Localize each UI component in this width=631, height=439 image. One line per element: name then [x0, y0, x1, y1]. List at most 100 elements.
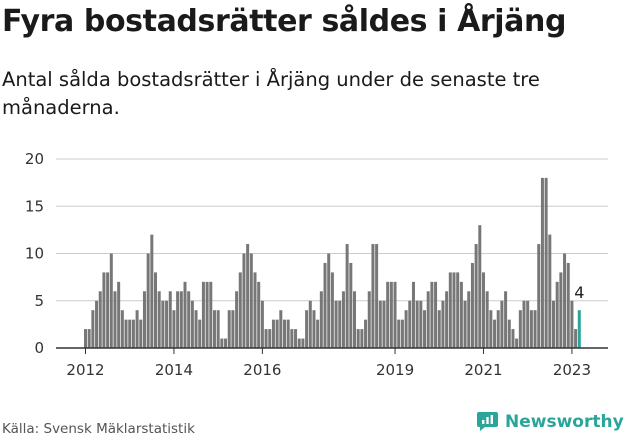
- bar: [157, 291, 161, 348]
- bar: [282, 319, 286, 348]
- y-tick-label: 15: [25, 197, 44, 215]
- bar: [109, 253, 113, 348]
- bar: [176, 291, 180, 348]
- bar: [389, 281, 393, 348]
- bar: [445, 291, 449, 348]
- bar: [271, 319, 275, 348]
- bar: [190, 300, 194, 348]
- bar: [448, 272, 452, 348]
- bar: [98, 291, 102, 348]
- bar: [106, 272, 110, 348]
- bar: [570, 300, 574, 348]
- bar: [205, 281, 209, 348]
- bar: [117, 281, 121, 348]
- bar: [168, 291, 172, 348]
- bar: [437, 310, 441, 348]
- bar: [452, 272, 456, 348]
- bar: [364, 319, 368, 348]
- bar: [323, 262, 327, 348]
- bar: [124, 319, 128, 348]
- bar: [544, 177, 548, 348]
- value-annotation: 4: [574, 283, 584, 302]
- brand-logo: Newsworthy: [476, 410, 624, 433]
- x-axis: [56, 347, 608, 354]
- bar: [128, 319, 132, 348]
- bar: [467, 291, 471, 348]
- bar: [209, 281, 213, 348]
- bar: [375, 244, 379, 348]
- bar: [533, 310, 537, 348]
- bar: [485, 291, 489, 348]
- bar: [470, 262, 474, 348]
- bars: [84, 177, 581, 348]
- bar: [563, 253, 567, 348]
- bar: [434, 281, 438, 348]
- bar: [224, 338, 228, 348]
- bar: [345, 244, 349, 348]
- bar: [504, 291, 508, 348]
- bar: [459, 281, 463, 348]
- bar: [183, 281, 187, 348]
- bar: [198, 319, 202, 348]
- bar: [297, 338, 301, 348]
- bar: [95, 300, 99, 348]
- bar: [231, 310, 235, 348]
- bar: [257, 281, 261, 348]
- bar: [397, 319, 401, 348]
- bar: [142, 291, 146, 348]
- bar: [507, 319, 511, 348]
- bar: [246, 244, 250, 348]
- bar-chart-logo-icon: [477, 412, 498, 431]
- bar: [165, 300, 169, 348]
- bar: [305, 310, 309, 348]
- bar: [356, 329, 360, 348]
- bar: [212, 310, 216, 348]
- source-note: Källa: Svensk Mäklarstatistik: [2, 421, 195, 437]
- bar: [500, 300, 504, 348]
- bar: [574, 329, 578, 348]
- bar: [423, 310, 427, 348]
- bar: [341, 291, 345, 348]
- x-tick-label: 2016: [243, 361, 281, 379]
- x-tick-label: 2021: [464, 361, 502, 379]
- bar: [404, 310, 408, 348]
- bar: [275, 319, 279, 348]
- bar: [102, 272, 106, 348]
- bar: [537, 244, 541, 348]
- bar: [411, 281, 415, 348]
- bar: [146, 253, 150, 348]
- bar: [378, 300, 382, 348]
- bar: [419, 300, 423, 348]
- y-tick-label: 5: [34, 292, 44, 310]
- bar: [113, 291, 117, 348]
- x-tick-label: 2012: [66, 361, 104, 379]
- bar: [566, 262, 570, 348]
- bar: [216, 310, 220, 348]
- bar: [540, 177, 544, 348]
- bar: [220, 338, 224, 348]
- y-tick-label: 20: [25, 150, 44, 168]
- bar: [478, 225, 482, 348]
- bar: [430, 281, 434, 348]
- bar: [120, 310, 124, 348]
- bar: [529, 310, 533, 348]
- bar: [249, 253, 253, 348]
- bar: [415, 300, 419, 348]
- bar: [386, 281, 390, 348]
- bar: [84, 329, 87, 348]
- bar: [327, 253, 331, 348]
- bar: [367, 291, 371, 348]
- bar: [511, 329, 515, 348]
- bar: [201, 281, 205, 348]
- bar: [316, 319, 320, 348]
- bar: [312, 310, 316, 348]
- bar: [371, 244, 375, 348]
- bar: [456, 272, 460, 348]
- bar: [179, 291, 183, 348]
- x-tick-label: 2019: [376, 361, 414, 379]
- bar: [463, 300, 467, 348]
- bar: [301, 338, 305, 348]
- bar: [279, 310, 283, 348]
- bar: [522, 300, 526, 348]
